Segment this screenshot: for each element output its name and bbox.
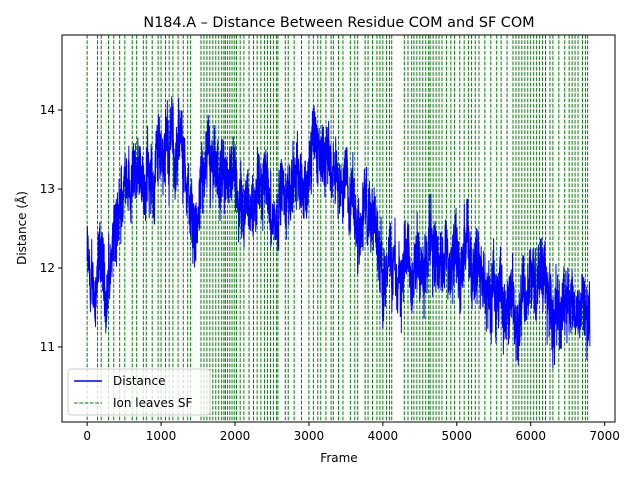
legend-distance-label: Distance (113, 374, 165, 388)
x-tick-label: 0 (83, 429, 91, 443)
x-tick-label: 1000 (146, 429, 177, 443)
x-tick-label: 3000 (294, 429, 325, 443)
y-tick-label: 13 (40, 182, 55, 196)
y-tick-label: 12 (40, 261, 55, 275)
y-tick-label: 11 (40, 340, 55, 354)
legend-ion-label: Ion leaves SF (113, 396, 193, 410)
x-axis: 0 1000 2000 3000 4000 5000 6000 7000 (83, 422, 620, 443)
distance-line (86, 96, 591, 369)
x-tick-label: 5000 (442, 429, 473, 443)
y-axis: 11 12 13 14 (40, 103, 62, 354)
x-tick-label: 4000 (368, 429, 399, 443)
y-axis-label: Distance (Å) (14, 191, 29, 265)
chart-title: N184.A – Distance Between Residue COM an… (143, 15, 534, 31)
x-tick-label: 6000 (515, 429, 546, 443)
ion-leaves-sf-lines (86, 35, 589, 422)
legend: Distance Ion leaves SF (67, 368, 211, 416)
x-tick-label: 7000 (589, 429, 620, 443)
legend-box (67, 368, 211, 416)
x-axis-label: Frame (320, 451, 357, 465)
y-tick-label: 14 (40, 103, 55, 117)
distance-series (86, 96, 591, 369)
plot-frame (61, 34, 616, 423)
x-tick-label: 2000 (220, 429, 251, 443)
